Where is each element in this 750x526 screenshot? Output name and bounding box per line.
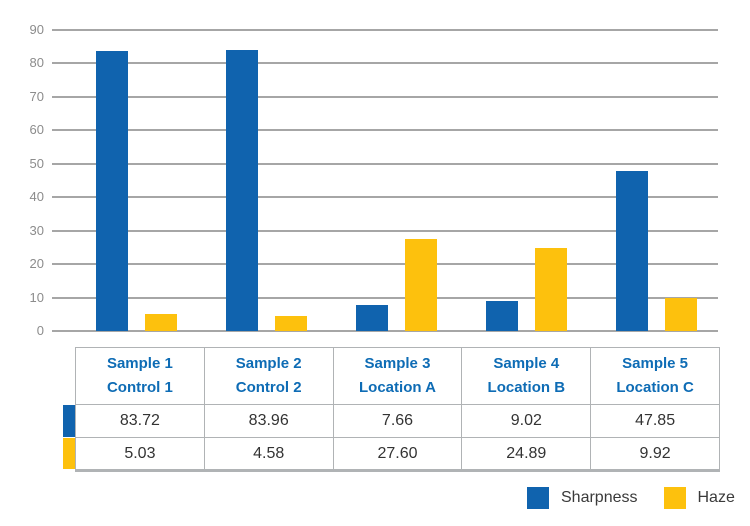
table-value-sharpness-sample-1: 83.72 [76,405,204,437]
y-axis-tick-0: 0 [36,323,44,338]
gridline-70 [52,95,718,98]
y-axis-tick-70: 70 [29,88,44,104]
table-value-haze-sample-1: 5.03 [76,438,204,469]
legend-label-haze: Haze [697,489,735,506]
legend: Sharpness Haze [527,487,735,509]
bar-sharpness-sample-3 [356,305,388,331]
table-value-haze-sample-4: 24.89 [462,438,591,469]
legend-item-haze: Haze [663,487,735,509]
bar-sharpness-sample-5 [616,170,648,331]
sharpness-row-swatch [63,405,75,437]
gridline-20 [52,263,718,265]
y-axis-tick-50: 50 [29,155,44,171]
table-value-haze-sample-2: 4.58 [204,438,333,469]
haze-legend-swatch-icon [663,487,686,509]
data-table: Sample 1 Control 1 Sample 2 Control 2 Sample… [75,347,720,472]
y-axis-tick-30: 30 [29,222,44,238]
bar-haze-sample-3 [405,238,437,331]
y-axis-tick-90: 90 [29,21,44,37]
table-header-sample-5: Sample 5 Location C [591,348,719,404]
haze-row-swatch [63,438,75,469]
table-value-sharpness-sample-3: 7.66 [333,405,462,437]
y-axis-tick-60: 60 [29,122,44,137]
y-axis-tick-20: 20 [29,256,44,271]
gridline-40 [52,196,718,198]
table-header-sample-3: Sample 3 Location A [333,348,462,404]
gridline-30 [52,229,718,232]
bar-haze-sample-2 [275,315,307,331]
gridline-10 [52,296,718,299]
bar-sharpness-sample-2 [226,49,258,331]
gridline-90 [52,28,718,31]
y-axis-tick-40: 40 [29,189,44,204]
table-header-sample-4: Sample 4 Location B [462,348,591,404]
table-header-sample-1: Sample 1 Control 1 [76,348,204,404]
table-value-haze-sample-5: 9.92 [591,438,719,469]
table-value-sharpness-sample-4: 9.02 [462,405,591,437]
gridline-0 [52,330,718,332]
bar-chart: 90 80 70 60 50 40 30 20 10 0 [29,21,718,338]
y-axis-tick-10: 10 [29,289,44,305]
bar-haze-sample-1 [145,314,177,331]
legend-item-sharpness: Sharpness [527,487,638,509]
gridline-50 [52,162,718,165]
y-axis-tick-80: 80 [29,55,44,70]
table-value-sharpness-sample-5: 47.85 [591,405,719,437]
legend-label-sharpness: Sharpness [561,489,638,506]
bar-sharpness-sample-4 [486,300,518,331]
table-header-sample-2: Sample 2 Control 2 [204,348,333,404]
bar-sharpness-sample-1 [96,50,128,331]
bar-haze-sample-4 [535,247,567,331]
table-value-haze-sample-3: 27.60 [333,438,462,469]
bar-haze-sample-5 [665,297,697,331]
sharpness-legend-swatch-icon [527,487,549,509]
gridline-60 [52,129,718,131]
gridline-80 [52,62,718,64]
table-value-sharpness-sample-2: 83.96 [204,405,333,437]
